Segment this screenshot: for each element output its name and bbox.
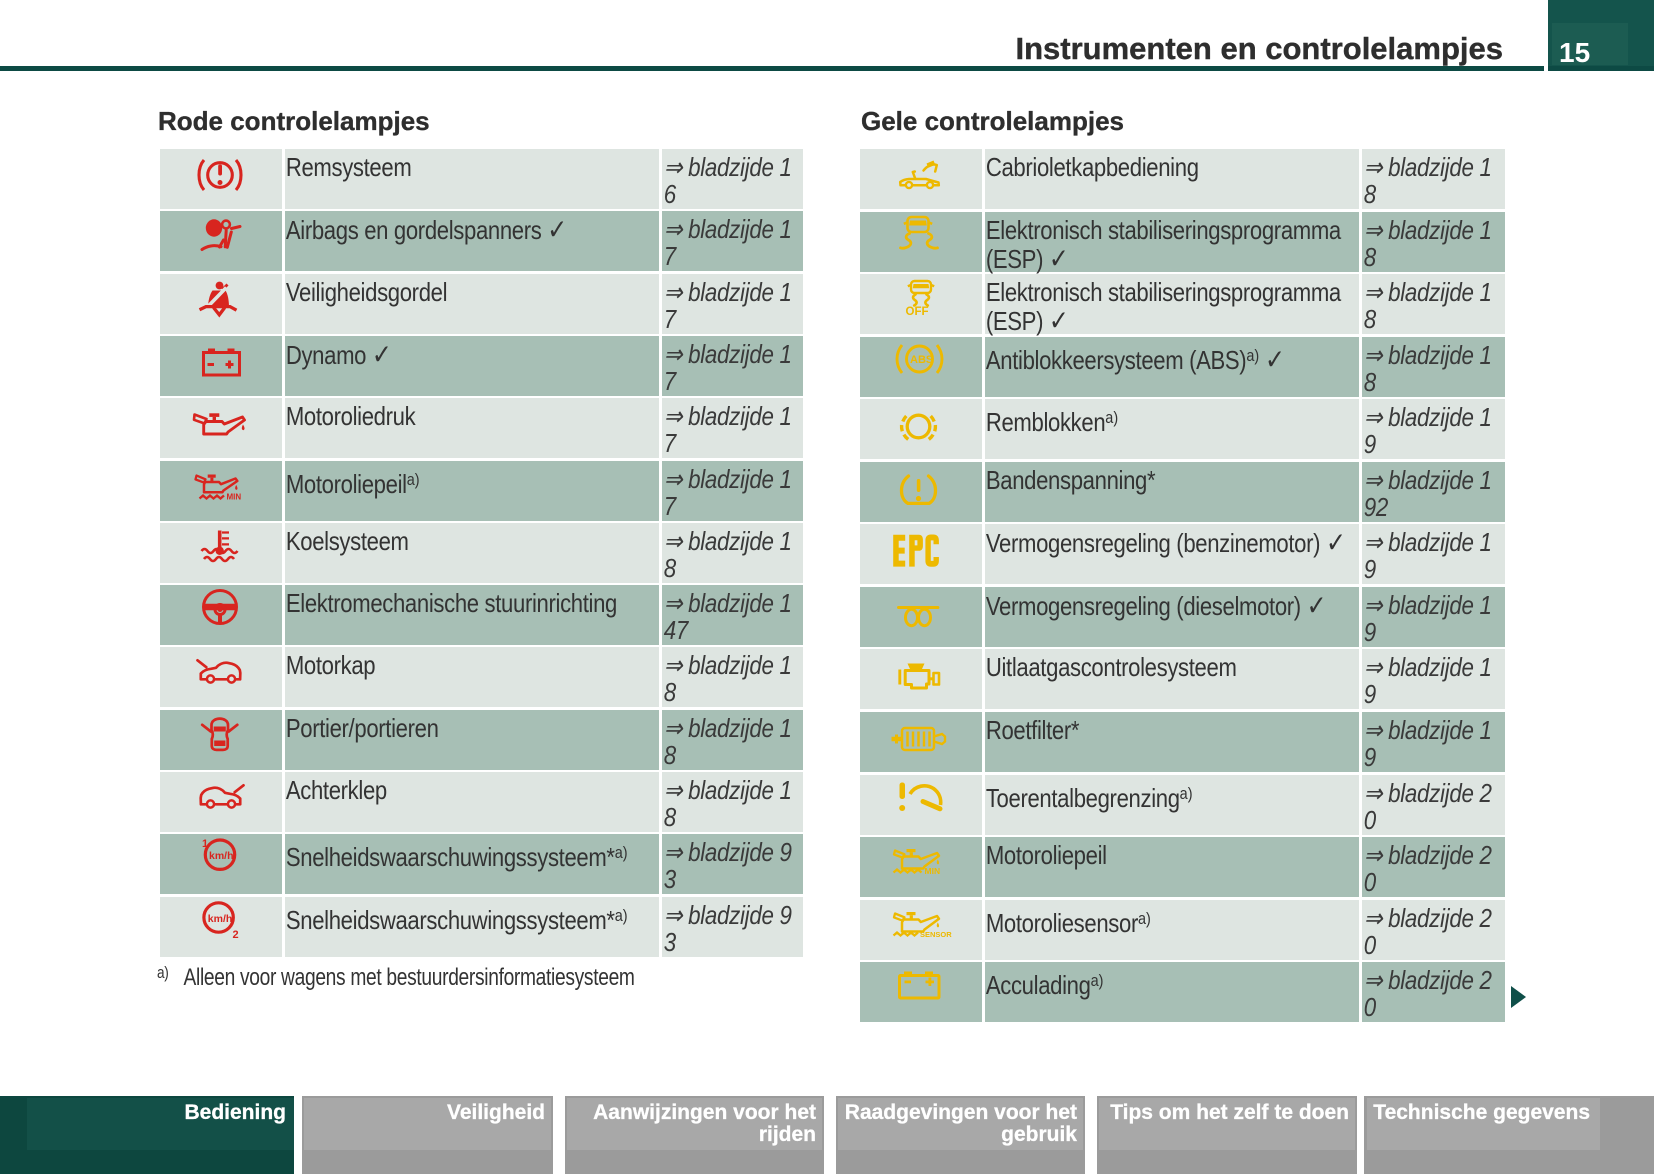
svg-text:OFF: OFF (906, 306, 929, 318)
svg-text:MIN: MIN (925, 866, 941, 876)
svg-text:km/h: km/h (209, 850, 234, 862)
svg-text:SENSOR: SENSOR (920, 930, 952, 939)
svg-text:2: 2 (233, 929, 239, 941)
svg-text:ABS: ABS (910, 354, 933, 366)
svg-text:MIN: MIN (227, 493, 242, 502)
svg-text:km/h: km/h (208, 913, 233, 925)
svg-text:1: 1 (202, 838, 208, 850)
